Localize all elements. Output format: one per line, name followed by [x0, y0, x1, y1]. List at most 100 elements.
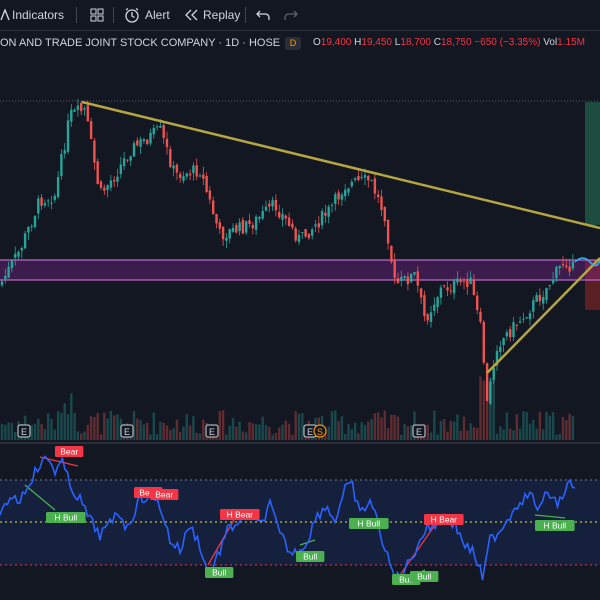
- candle-body: [469, 277, 472, 285]
- candle-body: [7, 266, 10, 278]
- undo-button[interactable]: [256, 0, 270, 30]
- candle-body: [225, 237, 228, 241]
- candle-body: [317, 223, 320, 228]
- volume-bar: [330, 411, 334, 440]
- data-source-badge[interactable]: D: [285, 37, 301, 50]
- candle-body: [390, 245, 393, 263]
- bull-divergence-badge: [349, 518, 389, 529]
- divergence-badge-label: Bull: [303, 552, 317, 562]
- volume-bar: [538, 411, 542, 440]
- alert-clock-icon: [125, 7, 139, 23]
- candle-body: [122, 158, 126, 167]
- earnings-marker[interactable]: [205, 424, 219, 438]
- volume-bar: [80, 433, 83, 440]
- volume-bar: [350, 428, 353, 440]
- volume-bar: [155, 434, 159, 440]
- candle-body: [532, 300, 535, 312]
- volume-bar: [344, 433, 347, 440]
- volume-bar: [396, 416, 400, 440]
- descending-trendline[interactable]: [81, 100, 600, 230]
- volume-bar: [301, 413, 304, 440]
- candle-body: [126, 159, 129, 161]
- volume-bar: [542, 429, 545, 440]
- close-value: 18,750: [440, 37, 472, 48]
- volume-bar: [139, 420, 142, 440]
- volume-bar: [162, 422, 165, 440]
- volume-bar: [499, 426, 502, 440]
- close-label: C: [433, 37, 441, 48]
- volume-bar: [136, 418, 139, 440]
- candle-body: [43, 203, 47, 206]
- candle-body: [149, 132, 152, 144]
- candle-body: [188, 173, 192, 176]
- low-label: L: [394, 37, 401, 48]
- candle-body: [0, 281, 4, 286]
- projection-curve: [574, 257, 600, 267]
- candle-body: [241, 219, 245, 234]
- volume-bar: [545, 411, 548, 440]
- volume-bar: [198, 433, 202, 440]
- volume-bar: [231, 417, 235, 440]
- volume-bar: [284, 420, 287, 440]
- candle-body: [37, 198, 40, 214]
- bull-divergence-badge: [410, 571, 439, 582]
- candle-body: [96, 161, 99, 184]
- replay-button[interactable]: Replay: [184, 0, 240, 30]
- candle-body: [535, 295, 538, 302]
- candle-body: [284, 215, 287, 219]
- open-value: 19,400: [320, 37, 352, 48]
- candle-body: [548, 285, 551, 287]
- candle-body: [466, 279, 469, 287]
- volume-bar: [4, 424, 7, 440]
- divergence-badge-label: H Bull: [543, 521, 566, 531]
- candle-body: [106, 185, 109, 191]
- candle-body: [159, 125, 162, 128]
- redo-button[interactable]: [284, 0, 298, 30]
- earnings-marker[interactable]: [412, 424, 426, 438]
- candle-body: [261, 210, 264, 219]
- candle-body: [179, 173, 182, 179]
- earnings-marker-label: E: [416, 427, 422, 437]
- volume-bar: [489, 378, 492, 440]
- candle-body: [522, 318, 525, 320]
- earnings-marker[interactable]: [17, 424, 31, 438]
- candle-body: [73, 109, 76, 112]
- ascending-trendline[interactable]: [486, 257, 600, 374]
- candle-body: [208, 190, 212, 200]
- replay-label: Replay: [203, 8, 241, 22]
- candle-body: [195, 165, 198, 177]
- volume-bar: [116, 414, 119, 440]
- indicators-button[interactable]: Indicators: [0, 0, 64, 30]
- volume-bar: [60, 412, 63, 440]
- volume-bar: [149, 434, 152, 440]
- alert-button[interactable]: Alert: [124, 0, 170, 30]
- volume-bar: [50, 418, 53, 440]
- templates-button[interactable]: [90, 0, 104, 30]
- split-marker-label: S: [317, 427, 323, 437]
- candle-body: [304, 229, 307, 237]
- candle-body: [561, 263, 565, 266]
- candle-body: [426, 314, 429, 321]
- earnings-marker[interactable]: [120, 424, 134, 438]
- candle-body: [192, 165, 195, 174]
- volume-bar: [103, 412, 106, 440]
- volume-bar: [251, 423, 254, 440]
- volume-bar: [165, 425, 169, 440]
- divergence-badge-label: Bull: [399, 575, 413, 585]
- ohlc-values: O19,400 H19,450 L18,700 C18,750 −650 (−3…: [313, 37, 585, 48]
- volume-bar: [515, 414, 518, 440]
- candle-body: [50, 202, 53, 204]
- earnings-marker-label: E: [21, 427, 27, 437]
- candle-body: [297, 234, 301, 243]
- split-marker[interactable]: [313, 424, 327, 438]
- symbol-title[interactable]: ON AND TRADE JOINT STOCK COMPANY · 1D · …: [0, 37, 281, 49]
- volume-bar: [43, 429, 47, 440]
- volume-bar: [248, 422, 251, 440]
- volume-bar: [360, 422, 363, 440]
- volume-bar: [462, 416, 466, 440]
- symbol-info-bar: ON AND TRADE JOINT STOCK COMPANY · 1D · …: [0, 31, 600, 55]
- candle-body: [439, 287, 443, 298]
- candle-body: [370, 180, 373, 182]
